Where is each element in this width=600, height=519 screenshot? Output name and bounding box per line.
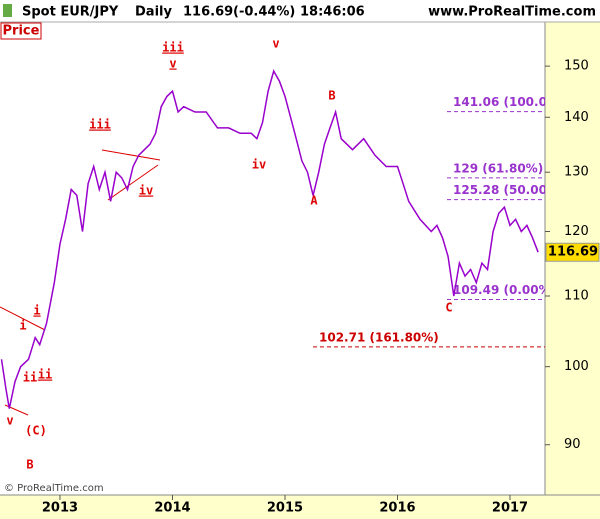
y-tick-label: 110 xyxy=(564,289,589,304)
wave-label: v xyxy=(169,57,176,71)
x-tick-label: 2017 xyxy=(492,501,528,516)
fib-label: 129 (61.80%) xyxy=(453,161,543,175)
price-line xyxy=(0,69,539,409)
x-tick-label: 2015 xyxy=(267,501,303,516)
y-tick-label: 130 xyxy=(564,165,589,180)
wave-label: iv xyxy=(252,158,266,172)
wave-label: i xyxy=(19,319,26,333)
fib-label: 102.71 (161.80%) xyxy=(319,330,439,344)
last-price: 116.69 xyxy=(183,5,233,20)
y-tick-label: 120 xyxy=(564,224,589,239)
wave-label: ii xyxy=(23,371,37,385)
wave-label: iii xyxy=(89,118,111,132)
time: 18:46:06 xyxy=(300,5,365,20)
panel-label-box xyxy=(0,22,42,40)
last-price-tag-label: 116.69 xyxy=(548,245,598,260)
fib-label: 141.06 (100.00%) xyxy=(453,95,573,109)
wave-label: i xyxy=(33,304,40,318)
trendline xyxy=(107,164,159,201)
header-icon xyxy=(3,4,12,17)
panel-label: Price xyxy=(3,24,40,39)
wave-label: v xyxy=(272,37,279,51)
trendline xyxy=(0,306,46,331)
period: Daily xyxy=(135,5,172,20)
x-tick-label: 2014 xyxy=(154,501,190,516)
fib-label: 125.28 (50.00%) xyxy=(453,183,564,197)
site: www.ProRealTime.com xyxy=(428,5,596,20)
y-tick-label: 150 xyxy=(564,59,589,74)
x-axis-panel xyxy=(0,495,600,519)
wave-label: v xyxy=(6,414,13,428)
wave-label: iv xyxy=(139,184,153,198)
wave-label: C xyxy=(445,301,452,315)
wave-label: ii xyxy=(38,368,52,382)
x-tick-label: 2016 xyxy=(379,501,415,516)
change: (-0.44%) xyxy=(233,5,295,20)
y-tick-label: 140 xyxy=(564,110,589,125)
x-tick-label: 2013 xyxy=(42,501,78,516)
wave-label: B xyxy=(328,89,335,103)
copyright: © ProRealTime.com xyxy=(4,483,104,494)
wave-label: (C) xyxy=(25,424,47,438)
wave-label: A xyxy=(310,194,318,208)
trendline xyxy=(101,149,161,161)
y-tick-label: 100 xyxy=(564,359,589,374)
fib-label: 109.49 (0.00%) xyxy=(453,283,556,297)
symbol: Spot EUR/JPY xyxy=(22,5,119,20)
plot: iii v v B iv A C iii iv i i ii ii v (C) … xyxy=(0,37,573,472)
y-tick-label: 90 xyxy=(564,437,581,452)
y-axis-panel xyxy=(545,22,600,519)
wave-label: B xyxy=(26,458,33,472)
last-price-tag xyxy=(545,242,600,262)
wave-label: iii xyxy=(162,41,184,55)
